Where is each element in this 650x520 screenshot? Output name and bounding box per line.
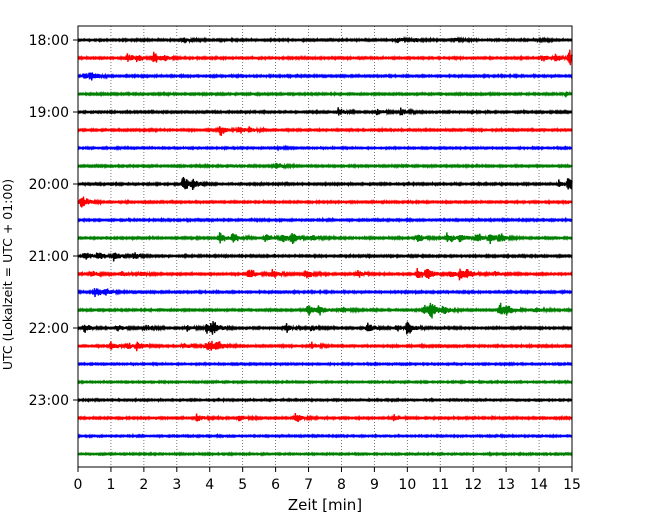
trace-2030 [77, 216, 573, 224]
x-axis-ticks: 0 1 2 3 4 5 6 7 8 9 10 11 12 13 14 15 [74, 467, 581, 493]
x-tick-label: 4 [205, 477, 214, 493]
trace-2145 [77, 302, 573, 319]
x-tick-label: 8 [337, 477, 346, 493]
trace-group [77, 35, 573, 458]
trace-2245 [77, 379, 573, 386]
trace-2130 [77, 288, 573, 298]
x-tick-label: 14 [530, 477, 548, 493]
y-tick-label: 18:00 [29, 33, 69, 49]
x-tick-label: 0 [74, 477, 83, 493]
trace-2215 [77, 340, 573, 352]
trace-1930 [77, 144, 573, 152]
x-tick-label: 15 [563, 477, 581, 493]
trace-2330 [77, 432, 573, 439]
x-tick-label: 10 [398, 477, 416, 493]
y-axis-label: UTC (Lokalzeit = UTC + 01:00) [0, 179, 15, 370]
x-tick-label: 3 [172, 477, 181, 493]
trace-2045 [77, 232, 573, 245]
x-tick-label: 6 [271, 477, 280, 493]
x-axis-label: Zeit [min] [288, 496, 362, 514]
x-tick-label: 1 [106, 477, 115, 493]
x-tick-label: 13 [497, 477, 515, 493]
trace-2300 [77, 396, 573, 404]
trace-1900 [77, 107, 573, 117]
y-tick-label: 19:00 [29, 105, 69, 121]
trace-1830 [77, 72, 573, 81]
y-tick-label: 21:00 [29, 249, 69, 265]
trace-2115 [77, 267, 573, 281]
trace-1815 [77, 49, 573, 66]
trace-1800 [77, 35, 573, 45]
trace-1845 [77, 90, 573, 98]
y-tick-label: 22:00 [29, 321, 69, 337]
x-tick-label: 12 [464, 477, 482, 493]
x-tick-label: 11 [431, 477, 449, 493]
x-tick-label: 9 [370, 477, 379, 493]
trace-1915 [77, 125, 573, 136]
trace-2100 [77, 252, 573, 262]
trace-1945 [77, 162, 573, 170]
x-tick-label: 7 [304, 477, 313, 493]
trace-2200 [77, 321, 573, 335]
trace-2315 [77, 413, 573, 423]
y-tick-label: 20:00 [29, 177, 69, 193]
y-tick-label: 23:00 [29, 393, 69, 409]
trace-2230 [77, 360, 573, 367]
x-tick-label: 5 [238, 477, 247, 493]
trace-2015 [77, 196, 573, 208]
x-tick-label: 2 [139, 477, 148, 493]
trace-2000 [77, 176, 573, 191]
trace-2345 [77, 450, 573, 458]
y-axis-ticks: 18:00 19:00 20:00 21:00 22:00 23:00 [29, 33, 78, 409]
plot-frame [77, 25, 573, 468]
